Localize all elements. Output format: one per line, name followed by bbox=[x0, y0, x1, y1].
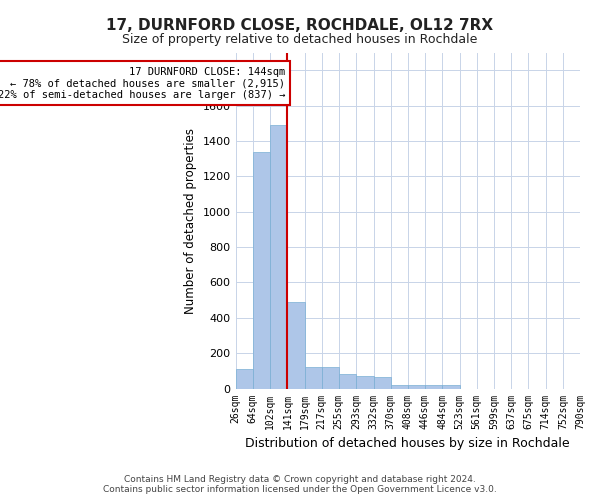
Text: 17 DURNFORD CLOSE: 144sqm
← 78% of detached houses are smaller (2,915)
22% of se: 17 DURNFORD CLOSE: 144sqm ← 78% of detac… bbox=[0, 66, 285, 100]
Bar bbox=[391, 386, 408, 388]
Bar bbox=[442, 386, 460, 388]
Text: Size of property relative to detached houses in Rochdale: Size of property relative to detached ho… bbox=[122, 32, 478, 46]
Bar bbox=[270, 125, 287, 388]
Text: Contains HM Land Registry data © Crown copyright and database right 2024.
Contai: Contains HM Land Registry data © Crown c… bbox=[103, 474, 497, 494]
Bar bbox=[322, 368, 339, 388]
Bar bbox=[305, 368, 322, 388]
Bar bbox=[287, 302, 305, 388]
Bar bbox=[425, 386, 442, 388]
Bar bbox=[374, 377, 391, 388]
Y-axis label: Number of detached properties: Number of detached properties bbox=[184, 128, 197, 314]
Bar bbox=[236, 369, 253, 388]
Bar bbox=[356, 376, 374, 388]
Bar bbox=[253, 152, 270, 388]
Bar bbox=[408, 386, 425, 388]
Text: 17, DURNFORD CLOSE, ROCHDALE, OL12 7RX: 17, DURNFORD CLOSE, ROCHDALE, OL12 7RX bbox=[106, 18, 494, 32]
Bar bbox=[339, 374, 356, 388]
X-axis label: Distribution of detached houses by size in Rochdale: Distribution of detached houses by size … bbox=[245, 437, 570, 450]
